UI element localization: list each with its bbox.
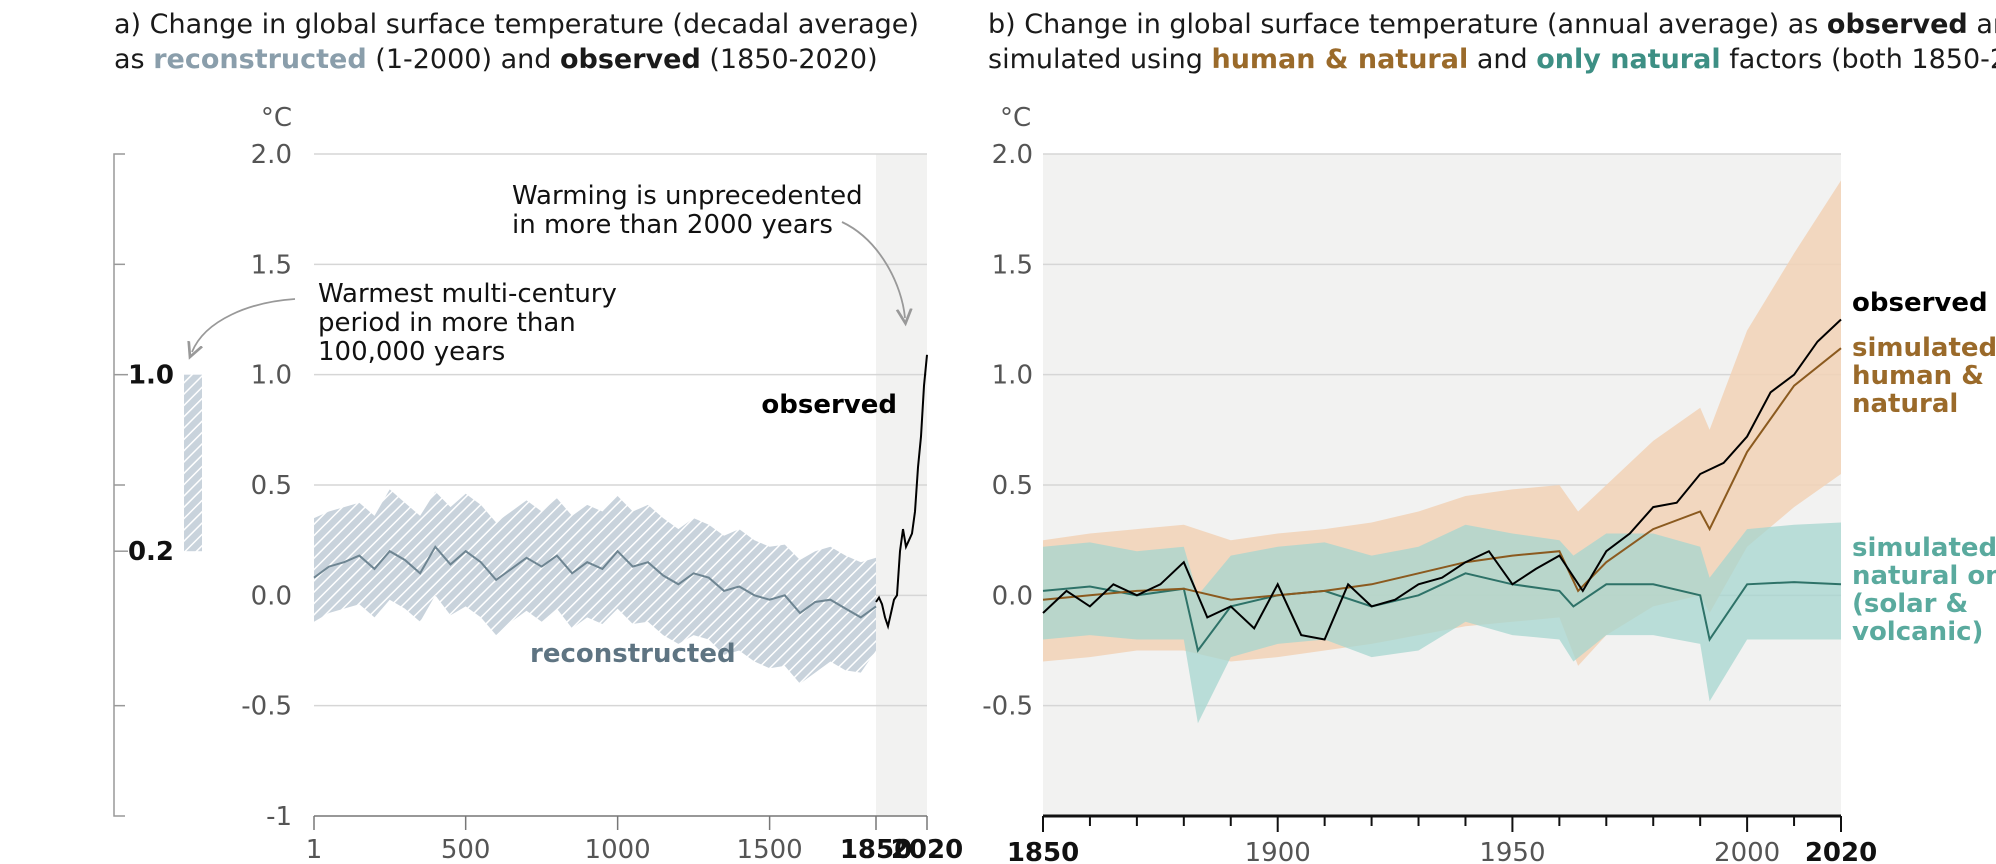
observed-line: [875, 354, 928, 630]
panel-a-title-mid: (1-2000) and: [375, 44, 552, 75]
panel-b-title-end: factors (both 1850-2020): [1729, 44, 1996, 75]
x-tick-label: 2020: [1805, 838, 1877, 864]
panel-a-title-reconstructed: reconstructed: [153, 44, 367, 75]
annotation-unprecedented: in more than 2000 years: [512, 210, 833, 240]
label-reconstructed: reconstructed: [530, 639, 736, 669]
x-tick-label: 2020: [891, 835, 963, 864]
panel-b-chart: 2.0 1.5 1.0 0.5 0.0 -0.5 °C 1850 1900 1950 2000 202…: [982, 103, 1996, 864]
panel-b-title-human: human & natural: [1211, 44, 1469, 75]
y-tick-label: 1.0: [992, 361, 1033, 391]
y-tick-label: 1.5: [992, 250, 1033, 280]
human-natural-line: [1042, 347, 1842, 601]
panel-a-title-end: (1850-2020): [709, 44, 878, 75]
y-tick-label: 0.0: [251, 581, 292, 611]
annotation-warmest: period in more than: [318, 308, 576, 338]
annotation-unprecedented: Warming is unprecedented: [512, 181, 863, 211]
observed-line: [1042, 318, 1842, 641]
x-tick-label: 1: [306, 835, 323, 864]
panel-b-title-observed: observed: [1826, 9, 1968, 40]
y-unit-label: °C: [1000, 103, 1031, 133]
label-human-natural: natural: [1852, 389, 1958, 419]
label-human-natural: human &: [1852, 361, 1984, 391]
y-tick-label: -0.5: [982, 692, 1033, 722]
natural-line: [1042, 572, 1842, 653]
y-tick-label: -0.5: [241, 692, 292, 722]
label-natural-only: volcanic): [1852, 617, 1983, 647]
panel-a-title-line2: as reconstructed (1-2000) and observed (…: [114, 42, 878, 77]
annotation-arrow-unprecedented: [841, 221, 905, 318]
panel-b-title-simulated: simulated using: [988, 44, 1203, 75]
x-tick-label: 1900: [1245, 838, 1311, 864]
y-tick-label: 0.0: [992, 581, 1033, 611]
y-unit-label: °C: [261, 103, 292, 133]
panel-b-title-and2: and: [1476, 44, 1528, 75]
y-tick-label: 1.0: [251, 361, 292, 391]
label-natural-only: (solar &: [1852, 589, 1968, 619]
warmest-period-bar: [184, 374, 202, 552]
annotation-warmest: Warmest multi-century: [318, 279, 617, 309]
panel-b-title-line1: b) Change in global surface temperature …: [988, 7, 1996, 42]
label-observed: observed: [761, 390, 897, 420]
panel-b-title-line2: simulated using human & natural and only…: [988, 42, 1996, 77]
panel-a-title-prefix: a) Change in global surface temperature …: [114, 9, 919, 40]
panel-b-title-prefix: b) Change in global surface temperature …: [988, 9, 1819, 40]
annotation-warmest: 100,000 years: [318, 337, 505, 367]
label-observed: observed: [1852, 288, 1988, 318]
reconstructed-line: [313, 545, 877, 619]
y-tick-label: 1.5: [251, 250, 292, 280]
x-tick-label: 1850: [1007, 838, 1079, 864]
x-tick-label: 2000: [1714, 838, 1780, 864]
panel-b-title-natural: only natural: [1536, 44, 1721, 75]
reconstructed-band: [314, 489, 876, 684]
x-tick-label: 1500: [737, 835, 803, 864]
panel-b-title-and: and: [1976, 9, 1996, 40]
side-bar-label: 0.2: [128, 537, 174, 567]
y-tick-label: 2.0: [251, 140, 292, 170]
x-tick-label: 1000: [585, 835, 651, 864]
panel-a-title-line1: a) Change in global surface temperature …: [114, 7, 919, 42]
x-tick-label: 500: [441, 835, 491, 864]
x-tick-label: 1850: [840, 835, 912, 864]
annotation-arrow-warmest: [192, 298, 296, 352]
natural-band: [1043, 522, 1841, 724]
y-tick-label: 0.5: [251, 471, 292, 501]
x-tick-label: 1950: [1479, 838, 1545, 864]
side-bar-label: 1.0: [128, 361, 174, 391]
y-tick-label: 0.5: [992, 471, 1033, 501]
panel-a-title-as: as: [114, 44, 145, 75]
y-tick-label: -1: [266, 802, 292, 832]
label-natural-only: natural only: [1852, 561, 1996, 591]
y-tick-label: 2.0: [992, 140, 1033, 170]
label-natural-only: simulated: [1852, 533, 1996, 563]
panel-a-title-observed: observed: [559, 44, 701, 75]
label-human-natural: simulated: [1852, 333, 1996, 363]
panel-a-chart: 2.01.51.00.50.0-0.5-1°C1 500 1000 1500 18502…: [113, 103, 963, 864]
